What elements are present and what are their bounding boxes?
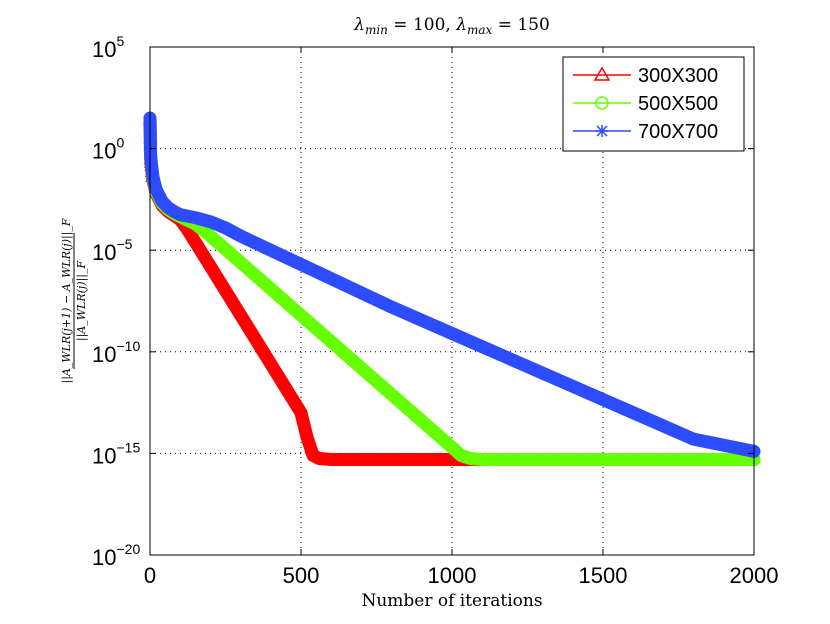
data-point [146,162,157,173]
data-point-stroke [147,162,157,172]
series-layer [142,110,761,466]
y-tick-exp: −20 [116,541,140,557]
x-axis-label: Number of iterations [361,591,542,611]
series-300X300 [142,110,761,466]
y-tick-exp: −15 [116,439,140,455]
series-line-300X300 [143,111,761,466]
y-tick-label: 10−5 [92,236,133,265]
legend-label-700: 700X700 [638,121,718,143]
y-tick-label: 100 [92,135,124,164]
y-tick-label: 10−15 [92,439,140,468]
x-tick-label: 0 [144,563,156,588]
x-tick-label: 500 [283,563,320,588]
y-tick-base: 10 [92,342,116,367]
legend-label-300: 300X300 [638,65,718,87]
data-point [147,167,158,178]
chart-title: λmin = 100, λmax = 150 [353,15,550,37]
title-max-val: = 150 [492,15,550,35]
y-tick-label: 105 [92,33,124,62]
x-tick-label: 2000 [730,563,779,588]
series-line-700X700 [143,111,761,458]
y-tick-base: 10 [92,545,116,570]
series-700X700 [143,111,761,458]
y-tick-base: 10 [92,37,116,62]
x-tick-label: 1000 [428,563,477,588]
y-axis-label: ||A_WLR(j+1) − A_WLR(j)||_F ||A_WLR(j)||… [60,218,89,383]
title-min-val: = 100, [388,15,456,35]
legend-label-500: 500X500 [638,93,718,115]
legend: 300X300 500X500 700X700 [562,56,745,152]
y-tick-exp: −10 [116,338,140,354]
title-max-sub: max [467,23,493,37]
y-tick-labels: 105 100 10−5 10−10 10−15 10−20 [92,33,140,570]
title-lambda-1: λ [353,15,365,35]
y-axis-label-numerator: ||A_WLR(j+1) − A_WLR(j)||_F [60,218,74,383]
y-tick-exp: −5 [116,236,132,252]
y-tick-base: 10 [92,240,116,265]
y-tick-base: 10 [92,139,116,164]
star-icon-d2 [596,125,608,137]
y-tick-base: 10 [92,443,116,468]
title-min-sub: min [365,23,388,37]
y-tick-exp: 5 [116,33,124,49]
y-tick-label: 10−20 [92,541,140,570]
y-tick-label: 10−10 [92,338,140,367]
x-tick-labels: 0 500 1000 1500 2000 [144,563,779,588]
circle-icon [595,96,609,110]
triangle-icon [593,66,611,81]
star-icon [596,125,608,137]
legend-box [562,56,745,152]
grid-lines [150,47,754,555]
y-tick-exp: 0 [116,135,124,151]
tick-marks [149,46,755,556]
title-lambda-2: λ [455,15,467,35]
y-axis-label-denominator: ||A_WLR(j)||_F [75,260,89,341]
x-tick-label: 1500 [579,563,628,588]
